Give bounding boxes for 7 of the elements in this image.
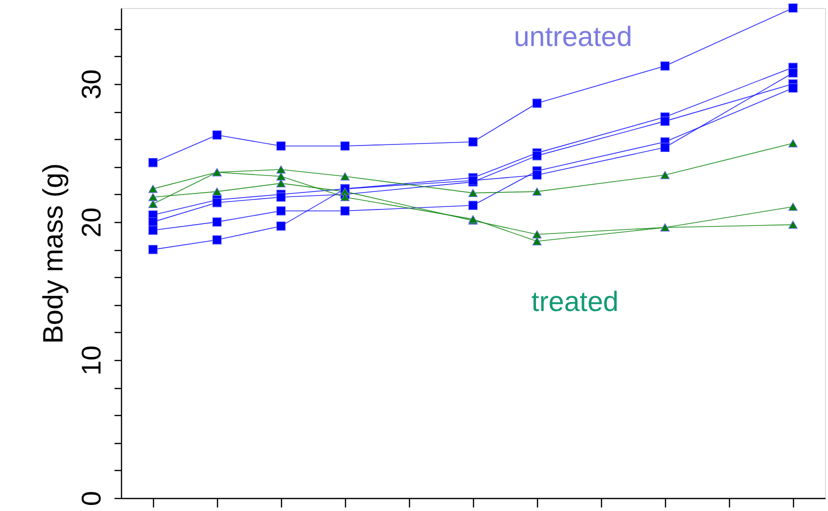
y-axis-title: Body mass (g) <box>38 163 68 344</box>
y-tick-label: 20 <box>76 207 106 238</box>
y-tick-label: 10 <box>76 345 106 376</box>
y-tick-label: 30 <box>76 69 106 100</box>
annotation: treated <box>531 286 619 317</box>
annotation: untreated <box>514 21 632 52</box>
y-tick-label: 0 <box>76 490 106 506</box>
